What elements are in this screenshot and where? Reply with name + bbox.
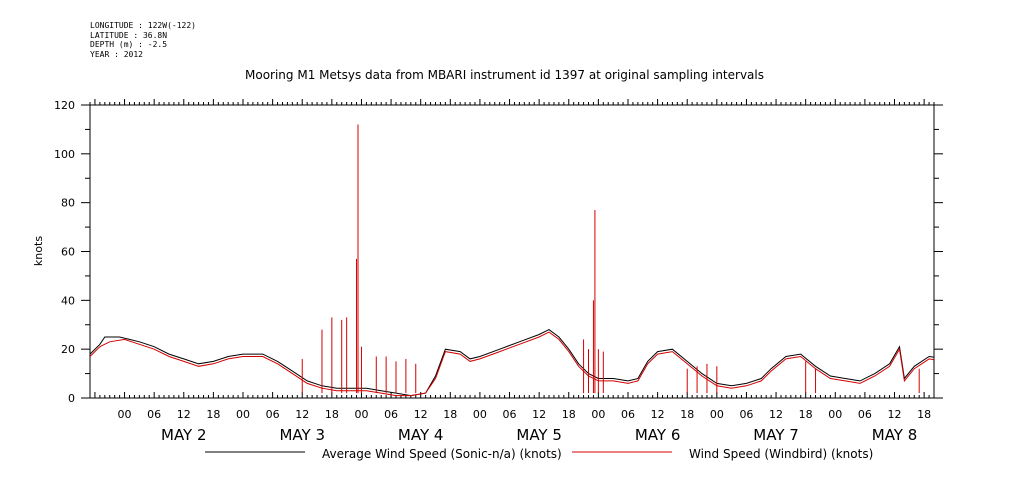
x-tick-label: 18 xyxy=(680,408,694,421)
y-tick-label: 100 xyxy=(54,148,75,161)
x-day-label: MAY 3 xyxy=(279,426,325,444)
x-day-label: MAY 4 xyxy=(398,426,444,444)
x-tick-label: 00 xyxy=(473,408,487,421)
x-day-label: MAY 7 xyxy=(753,426,799,444)
y-tick-label: 60 xyxy=(61,246,75,259)
series-group xyxy=(90,329,934,397)
plot-frame xyxy=(89,104,935,399)
x-tick-label: 06 xyxy=(739,408,753,421)
x-tick-label: 00 xyxy=(591,408,605,421)
x-day-label: MAY 5 xyxy=(516,426,562,444)
y-tick-label: 120 xyxy=(54,99,75,112)
x-tick-label: 00 xyxy=(710,408,724,421)
year-text: YEAR : 2012 xyxy=(90,49,143,59)
x-tick-label: 06 xyxy=(503,408,517,421)
series-group xyxy=(90,124,934,397)
depth-text: DEPTH (m) : -2.5 xyxy=(90,40,168,49)
y-axis: 0 20 40 60 80 100 120 xyxy=(54,99,943,405)
x-tick-label: 18 xyxy=(443,408,457,421)
y-axis-label: knots xyxy=(32,236,45,266)
chart-title: Mooring M1 Metsys data from MBARI instru… xyxy=(245,68,764,82)
x-tick-label: 06 xyxy=(266,408,280,421)
x-tick-label: 12 xyxy=(295,408,309,421)
x-tick-label: 12 xyxy=(177,408,191,421)
x-day-label: MAY 2 xyxy=(161,426,207,444)
x-tick-label: 06 xyxy=(147,408,161,421)
x-tick-label: 06 xyxy=(621,408,635,421)
x-tick-label: 12 xyxy=(414,408,428,421)
legend: Average Wind Speed (Sonic-n/a) (knots) W… xyxy=(205,447,873,461)
x-tick-label: 12 xyxy=(651,408,665,421)
y-tick-label: 0 xyxy=(68,392,75,405)
x-tick-label: 18 xyxy=(562,408,576,421)
y-tick-label: 80 xyxy=(61,197,75,210)
x-tick-label: 00 xyxy=(118,408,132,421)
x-day-label: MAY 8 xyxy=(872,426,918,444)
x-tick-label: 06 xyxy=(384,408,398,421)
legend-label-windbird: Wind Speed (Windbird) (knots) xyxy=(689,447,873,461)
x-tick-label: 06 xyxy=(858,408,872,421)
x-tick-label: 12 xyxy=(888,408,902,421)
x-tick-label: 12 xyxy=(769,408,783,421)
series-layer xyxy=(90,124,934,397)
x-day-label: MAY 6 xyxy=(635,426,681,444)
series-line-average xyxy=(90,329,934,397)
metadata-block: LONGITUDE : 122W(-122) LATITUDE : 36.8N … xyxy=(90,21,196,59)
legend-label-average: Average Wind Speed (Sonic-n/a) (knots) xyxy=(322,447,562,461)
y-tick-label: 20 xyxy=(61,343,75,356)
x-tick-label: 12 xyxy=(532,408,546,421)
x-tick-label: 18 xyxy=(206,408,220,421)
longitude-text: LONGITUDE : 122W(-122) xyxy=(90,21,196,30)
y-tick-label: 40 xyxy=(61,294,75,307)
x-tick-label: 18 xyxy=(917,408,931,421)
x-axis: 00 06 12 18 00 06 12 18 00 06 12 18 00 06 12 18 00 06 12 18… xyxy=(89,99,935,444)
x-tick-label: 00 xyxy=(828,408,842,421)
x-tick-label: 18 xyxy=(799,408,813,421)
latitude-text: LATITUDE : 36.8N xyxy=(90,30,168,40)
x-tick-label: 18 xyxy=(325,408,339,421)
x-tick-label: 00 xyxy=(236,408,250,421)
x-tick-label: 00 xyxy=(354,408,368,421)
series-line-windbird xyxy=(90,331,934,397)
